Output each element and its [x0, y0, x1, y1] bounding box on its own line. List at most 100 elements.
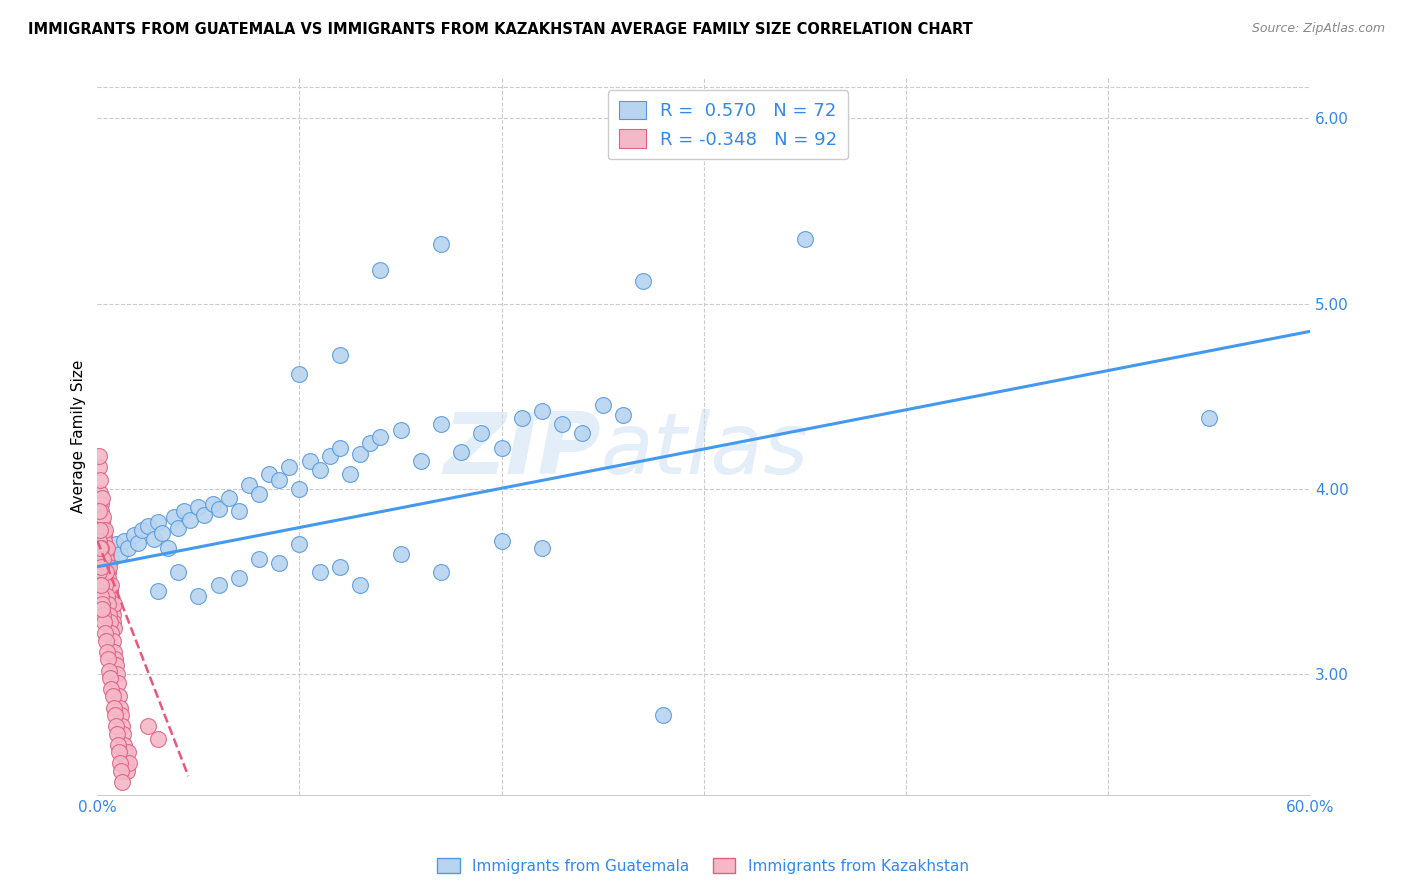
Point [101, 615, 124, 630]
Point [90, 504, 112, 518]
Point [96, 541, 118, 556]
Point [146, 515, 169, 529]
Point [103, 708, 125, 723]
Point [103, 597, 125, 611]
Legend: R =  0.570   N = 72, R = -0.348   N = 92: R = 0.570 N = 72, R = -0.348 N = 92 [607, 90, 848, 160]
Point [201, 497, 224, 511]
Point [97, 652, 120, 666]
Y-axis label: Average Family Size: Average Family Size [72, 359, 86, 513]
Point [430, 237, 453, 252]
Point [103, 652, 125, 666]
Point [349, 447, 371, 461]
Point [104, 537, 127, 551]
Point [103, 700, 125, 714]
Point [136, 719, 159, 733]
Point [368, 263, 391, 277]
Point [150, 526, 173, 541]
Point [450, 445, 472, 459]
Point [91, 523, 114, 537]
Point [97, 597, 120, 611]
Point [96, 645, 118, 659]
Point [97, 566, 120, 580]
Point [104, 657, 127, 672]
Point [146, 583, 169, 598]
Point [257, 467, 280, 481]
Point [1198, 411, 1220, 425]
Point [430, 417, 453, 431]
Legend: Immigrants from Guatemala, Immigrants from Kazakhstan: Immigrants from Guatemala, Immigrants fr… [432, 852, 974, 880]
Point [91, 515, 114, 529]
Point [107, 676, 129, 690]
Point [329, 348, 352, 362]
Point [359, 435, 381, 450]
Point [146, 732, 169, 747]
Point [108, 547, 131, 561]
Point [571, 426, 593, 441]
Point [531, 404, 554, 418]
Point [90, 491, 112, 505]
Text: Source: ZipAtlas.com: Source: ZipAtlas.com [1251, 22, 1385, 36]
Point [89, 541, 111, 556]
Point [114, 745, 136, 759]
Point [98, 664, 121, 678]
Point [89, 523, 111, 537]
Point [94, 541, 117, 556]
Point [131, 523, 153, 537]
Point [117, 745, 139, 759]
Point [491, 441, 513, 455]
Point [510, 411, 533, 425]
Point [90, 559, 112, 574]
Point [349, 578, 371, 592]
Point [89, 533, 111, 548]
Point [89, 473, 111, 487]
Point [101, 602, 124, 616]
Point [96, 559, 118, 574]
Point [551, 417, 574, 431]
Point [173, 504, 195, 518]
Point [247, 487, 270, 501]
Point [288, 537, 311, 551]
Text: IMMIGRANTS FROM GUATEMALA VS IMMIGRANTS FROM KAZAKHSTAN AVERAGE FAMILY SIZE CORR: IMMIGRANTS FROM GUATEMALA VS IMMIGRANTS … [28, 22, 973, 37]
Point [247, 552, 270, 566]
Point [339, 467, 361, 481]
Point [269, 556, 291, 570]
Point [93, 615, 115, 630]
Point [96, 559, 118, 574]
Point [107, 738, 129, 752]
Point [136, 519, 159, 533]
Point [87, 449, 110, 463]
Point [101, 633, 124, 648]
Point [228, 571, 250, 585]
Point [90, 590, 112, 604]
Point [117, 541, 139, 556]
Point [652, 708, 675, 723]
Point [90, 541, 112, 556]
Point [91, 566, 114, 580]
Point [110, 708, 132, 723]
Point [110, 764, 132, 778]
Point [319, 449, 342, 463]
Point [89, 552, 111, 566]
Point [187, 500, 209, 515]
Point [228, 504, 250, 518]
Point [98, 559, 121, 574]
Point [89, 578, 111, 592]
Point [112, 533, 135, 548]
Point [93, 552, 115, 566]
Point [105, 667, 128, 681]
Point [97, 571, 120, 585]
Point [329, 559, 352, 574]
Point [127, 535, 149, 549]
Point [167, 521, 190, 535]
Point [110, 719, 132, 733]
Point [96, 566, 118, 580]
Text: atlas: atlas [600, 409, 808, 491]
Point [89, 566, 111, 580]
Point [100, 671, 122, 685]
Point [101, 690, 124, 704]
Point [368, 430, 391, 444]
Point [103, 621, 125, 635]
Point [110, 774, 132, 789]
Point [115, 764, 138, 778]
Point [90, 497, 112, 511]
